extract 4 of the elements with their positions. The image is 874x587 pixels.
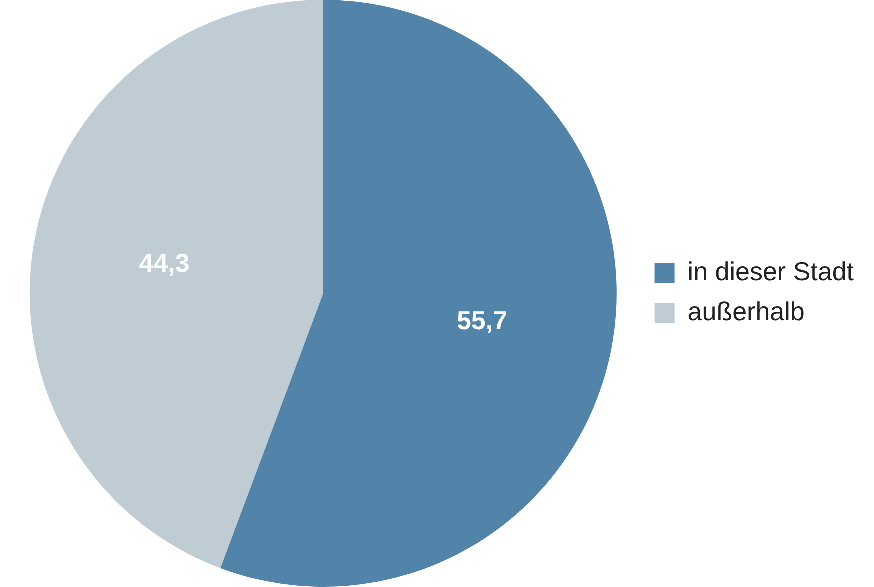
data-label: 44,3: [139, 248, 190, 278]
legend-label: in dieser Stadt: [688, 256, 855, 287]
legend-label: außerhalb: [688, 296, 805, 327]
data-label: 55,7: [456, 305, 508, 336]
